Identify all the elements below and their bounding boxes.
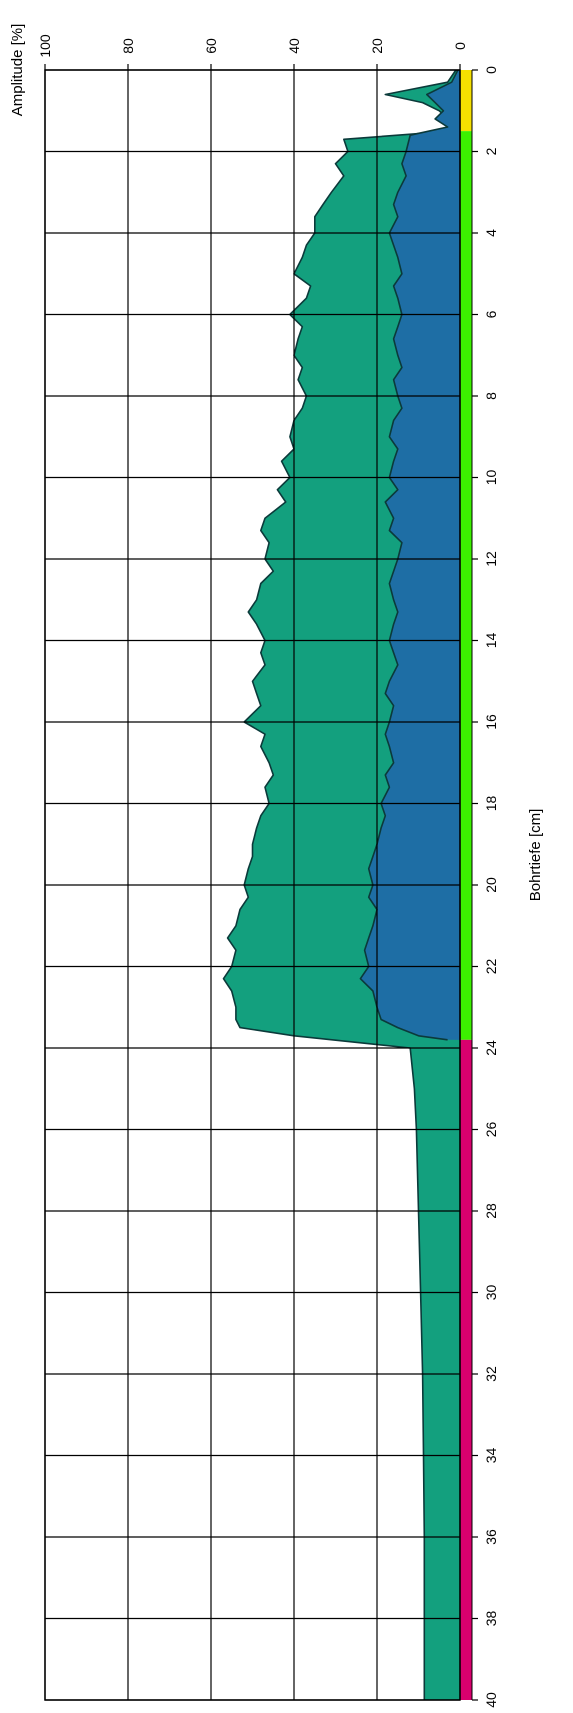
amplitude-tick-label: 0: [452, 42, 468, 50]
depth-tick-label: 12: [483, 551, 499, 567]
depth-tick-label: 40: [483, 1692, 499, 1708]
depth-tick-label: 4: [483, 229, 499, 237]
grid-lines: [44, 69, 461, 1701]
depth-tick-label: 24: [483, 1040, 499, 1056]
depth-band-1: [460, 131, 472, 1040]
depth-color-bands: [460, 70, 472, 1700]
series-0-line: [222, 69, 457, 1700]
depth-tick-label: 28: [483, 1203, 499, 1219]
depth-tick-label: 6: [483, 310, 499, 318]
depth-tick-label: 34: [483, 1448, 499, 1464]
depth-tick-label: 20: [483, 877, 499, 893]
depth-tick-label: 38: [483, 1611, 499, 1627]
depth-tick-label: 0: [483, 66, 499, 74]
amplitude-tick-label: 60: [203, 38, 219, 54]
depth-tick-label: 16: [483, 714, 499, 730]
depth-tick-label: 22: [483, 959, 499, 975]
depth-band-2: [460, 1039, 472, 1700]
tick-labels: 0204060801000246810121416182022242628303…: [37, 34, 499, 1708]
depth-tick-label: 26: [483, 1122, 499, 1138]
depth-tick-label: 36: [483, 1529, 499, 1545]
depth-tick-label: 18: [483, 796, 499, 812]
y-axis-title: Amplitude [%]: [9, 24, 26, 117]
depth-tick-label: 8: [483, 392, 499, 400]
depth-band-0: [460, 70, 472, 132]
amplitude-tick-label: 20: [369, 38, 385, 54]
depth-tick-label: 2: [483, 147, 499, 155]
depth-tick-label: 14: [483, 633, 499, 649]
series-1-line: [359, 69, 459, 1041]
amplitude-tick-label: 40: [286, 38, 302, 54]
series-1-area: [360, 70, 460, 1040]
plot-border: [44, 69, 461, 1701]
amplitude-tick-label: 100: [37, 34, 53, 58]
depth-tick-label: 10: [483, 470, 499, 486]
x-axis-title: Bohrtiefe [cm]: [527, 809, 544, 902]
depth-tick-label: 32: [483, 1366, 499, 1382]
depth-tick-label: 30: [483, 1285, 499, 1301]
amplitude-tick-label: 80: [120, 38, 136, 54]
